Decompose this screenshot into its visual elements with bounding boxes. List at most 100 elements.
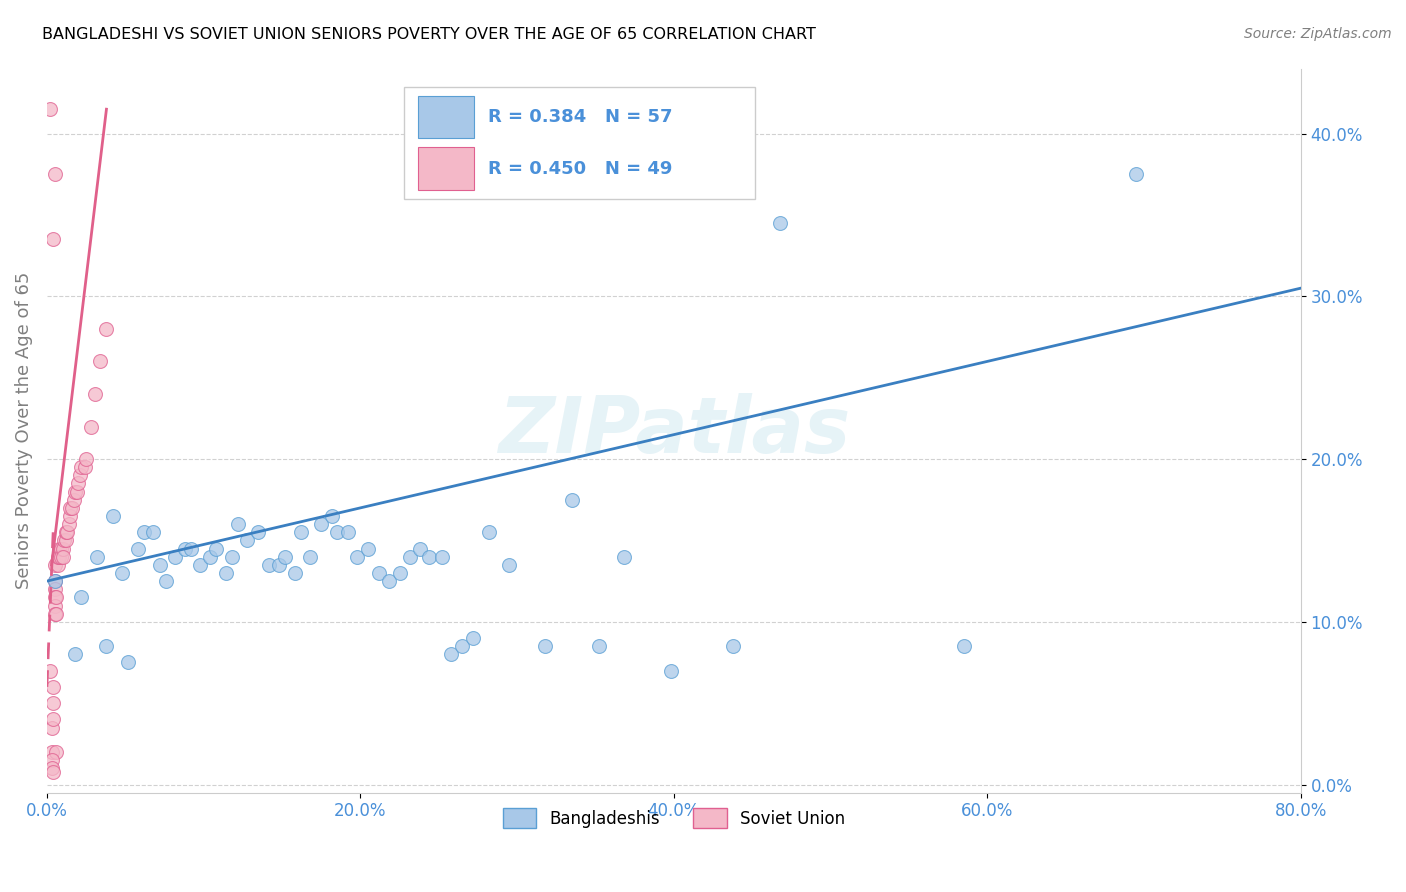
Point bbox=[80, 419, 103, 434]
Point bbox=[463, 631, 485, 645]
Point bbox=[62, 492, 84, 507]
Point bbox=[66, 484, 89, 499]
Point bbox=[48, 549, 70, 564]
Point bbox=[534, 639, 557, 653]
Point bbox=[59, 500, 82, 515]
Point bbox=[41, 721, 63, 735]
Point bbox=[336, 525, 359, 540]
Text: BANGLADESHI VS SOVIET UNION SENIORS POVERTY OVER THE AGE OF 65 CORRELATION CHART: BANGLADESHI VS SOVIET UNION SENIORS POVE… bbox=[42, 27, 815, 42]
Point bbox=[409, 541, 432, 556]
Point bbox=[41, 761, 63, 775]
Point bbox=[67, 476, 90, 491]
Point bbox=[190, 558, 212, 572]
Point bbox=[56, 525, 79, 540]
Legend: Bangladeshis, Soviet Union: Bangladeshis, Soviet Union bbox=[496, 801, 852, 835]
Point bbox=[96, 639, 118, 653]
Point bbox=[132, 525, 155, 540]
Point bbox=[588, 639, 610, 653]
Point bbox=[59, 508, 82, 523]
Point bbox=[430, 549, 453, 564]
Point bbox=[63, 484, 86, 499]
Point bbox=[1125, 167, 1147, 181]
Point bbox=[39, 102, 62, 116]
Point bbox=[214, 566, 236, 580]
Point bbox=[42, 680, 65, 694]
Point bbox=[399, 549, 422, 564]
Point bbox=[283, 566, 305, 580]
Point bbox=[49, 541, 72, 556]
Point bbox=[44, 574, 66, 588]
Point bbox=[127, 541, 149, 556]
Point bbox=[51, 549, 73, 564]
Point bbox=[451, 639, 474, 653]
Point bbox=[290, 525, 312, 540]
Point bbox=[388, 566, 411, 580]
Text: ZIPatlas: ZIPatlas bbox=[498, 392, 849, 468]
Point bbox=[155, 574, 177, 588]
Point bbox=[96, 322, 118, 336]
Point bbox=[86, 549, 108, 564]
Point bbox=[45, 745, 67, 759]
Point bbox=[41, 745, 63, 759]
Point bbox=[63, 648, 86, 662]
Point bbox=[952, 639, 974, 653]
Point bbox=[267, 558, 290, 572]
Point bbox=[326, 525, 349, 540]
Point bbox=[44, 582, 66, 597]
Point bbox=[44, 599, 66, 613]
Point bbox=[309, 517, 332, 532]
Point bbox=[723, 639, 745, 653]
Point bbox=[42, 764, 65, 779]
Point bbox=[299, 549, 322, 564]
Point bbox=[55, 525, 77, 540]
Point bbox=[221, 549, 243, 564]
Point bbox=[39, 664, 62, 678]
Text: Source: ZipAtlas.com: Source: ZipAtlas.com bbox=[1244, 27, 1392, 41]
Point bbox=[44, 574, 66, 588]
Point bbox=[75, 452, 97, 467]
Point bbox=[84, 387, 107, 401]
Point bbox=[58, 517, 80, 532]
Point bbox=[205, 541, 228, 556]
Point bbox=[45, 607, 67, 621]
Point bbox=[42, 696, 65, 710]
Point bbox=[236, 533, 259, 548]
Point bbox=[51, 541, 73, 556]
Point bbox=[45, 591, 67, 605]
Point bbox=[70, 460, 93, 475]
Point bbox=[44, 607, 66, 621]
Point bbox=[769, 216, 792, 230]
Point bbox=[440, 648, 463, 662]
Point bbox=[46, 558, 69, 572]
Point bbox=[73, 460, 96, 475]
Point bbox=[659, 664, 682, 678]
Point bbox=[377, 574, 399, 588]
Point bbox=[180, 541, 202, 556]
Point bbox=[149, 558, 172, 572]
Point bbox=[46, 549, 69, 564]
Point bbox=[357, 541, 380, 556]
Point bbox=[55, 533, 77, 548]
Point bbox=[259, 558, 281, 572]
Point bbox=[69, 468, 91, 483]
Point bbox=[101, 508, 124, 523]
Point bbox=[173, 541, 195, 556]
Point bbox=[226, 517, 249, 532]
Point bbox=[70, 591, 93, 605]
Point bbox=[60, 500, 83, 515]
Point bbox=[478, 525, 501, 540]
Point bbox=[274, 549, 297, 564]
Point bbox=[247, 525, 270, 540]
Point bbox=[48, 541, 70, 556]
Point bbox=[418, 549, 440, 564]
Point bbox=[498, 558, 520, 572]
Point bbox=[198, 549, 221, 564]
Point bbox=[321, 508, 343, 523]
Point bbox=[42, 713, 65, 727]
Point bbox=[53, 533, 76, 548]
Point bbox=[49, 549, 72, 564]
Point bbox=[346, 549, 368, 564]
Point bbox=[561, 492, 583, 507]
Point bbox=[613, 549, 636, 564]
Point bbox=[117, 656, 139, 670]
